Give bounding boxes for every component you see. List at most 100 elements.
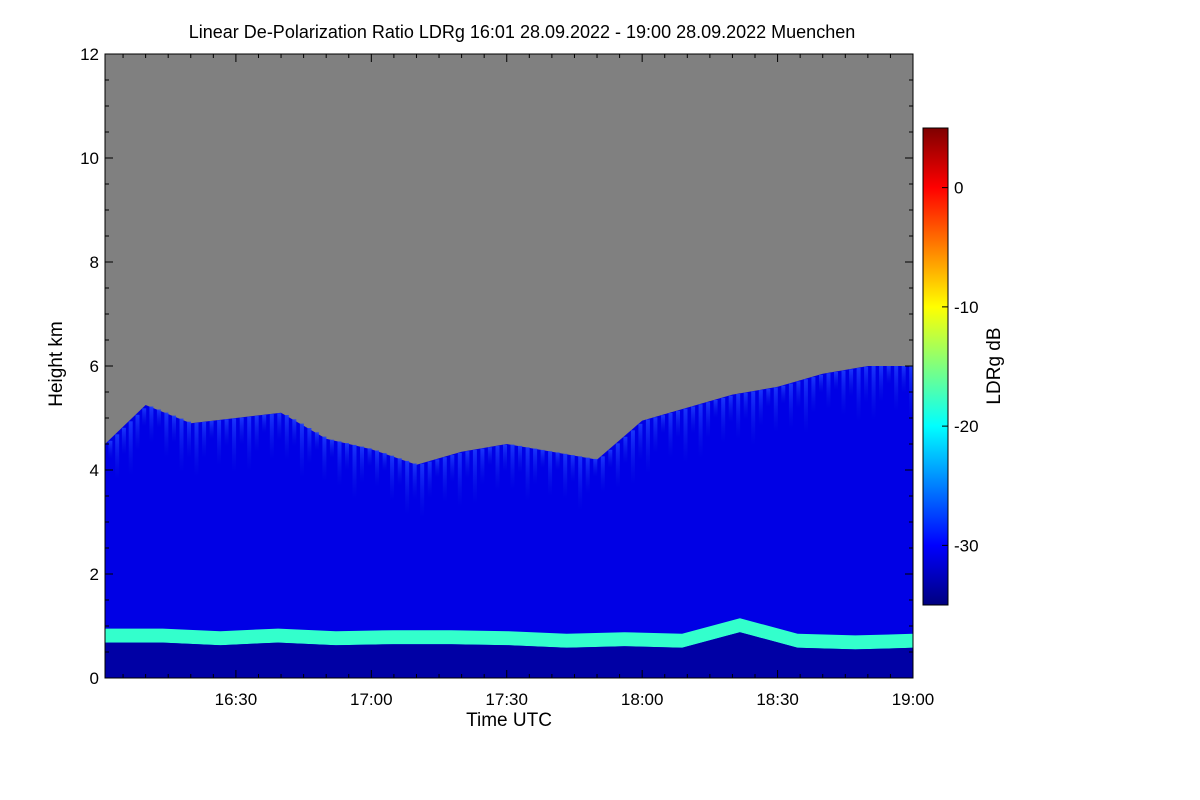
signal-streak bbox=[254, 415, 259, 452]
signal-streak bbox=[480, 448, 485, 485]
signal-streak bbox=[121, 427, 126, 455]
boundary-layer-band bbox=[105, 618, 913, 650]
y-tick-label: 0 bbox=[90, 669, 99, 688]
signal-streak bbox=[879, 366, 884, 402]
signal-streak bbox=[345, 443, 349, 471]
signal-streak bbox=[864, 366, 869, 403]
signal-streak bbox=[179, 418, 184, 473]
signal-streak bbox=[819, 374, 823, 393]
x-tick-label: 17:30 bbox=[485, 690, 528, 709]
x-tick-label: 18:30 bbox=[756, 690, 799, 709]
signal-streak bbox=[156, 409, 161, 428]
x-tick-label: 16:30 bbox=[215, 690, 258, 709]
signal-streak bbox=[269, 414, 274, 460]
signal-streak bbox=[593, 458, 598, 477]
signal-streak bbox=[284, 415, 289, 460]
signal-streak bbox=[503, 444, 507, 472]
signal-streak bbox=[142, 408, 147, 427]
plot-area bbox=[105, 54, 914, 678]
signal-streak bbox=[781, 385, 786, 404]
signal-streak bbox=[788, 383, 793, 429]
signal-streak bbox=[691, 406, 696, 434]
signal-region bbox=[105, 366, 913, 678]
signal-streak bbox=[472, 449, 477, 504]
signal-streak bbox=[337, 441, 342, 487]
signal-streak bbox=[247, 416, 252, 471]
signal-streak bbox=[578, 456, 583, 511]
signal-streak bbox=[412, 463, 417, 500]
signal-streak bbox=[465, 451, 470, 479]
signal-streak bbox=[766, 388, 771, 407]
signal-streak bbox=[495, 445, 500, 491]
signal-streak bbox=[382, 453, 387, 472]
signal-streak bbox=[239, 417, 244, 445]
signal-streak bbox=[886, 366, 891, 384]
signal-streak bbox=[533, 448, 538, 485]
signal-streak bbox=[834, 371, 838, 390]
signal-streak bbox=[329, 439, 334, 458]
axes: 16:30 17:00 17:30 18:00 18:30 19:00 0 2 4 6 8 10 12 bbox=[80, 45, 934, 709]
signal-streak bbox=[548, 451, 553, 497]
signal-streak bbox=[457, 452, 462, 507]
signal-streak bbox=[450, 455, 455, 483]
signal-streak bbox=[299, 423, 304, 478]
signal-streak bbox=[743, 392, 748, 420]
signal-streak bbox=[796, 381, 801, 409]
signal-streak bbox=[661, 415, 665, 434]
signal-streak bbox=[525, 447, 530, 502]
signal-streak bbox=[224, 419, 229, 447]
signal-streak bbox=[352, 444, 357, 499]
signal-streak bbox=[314, 432, 319, 451]
signal-streak bbox=[909, 366, 914, 420]
colorbar-title: LDRg dB bbox=[984, 327, 1005, 404]
colorbar-tick-label: -30 bbox=[954, 536, 979, 555]
y-tick-label: 4 bbox=[90, 461, 99, 480]
signal-streak bbox=[217, 420, 222, 466]
signal-streak bbox=[375, 450, 380, 487]
colorbar: 0 -10 -20 -30 bbox=[922, 127, 979, 606]
signal-streak bbox=[563, 453, 568, 499]
signal-texture bbox=[108, 366, 914, 518]
signal-streak bbox=[135, 414, 140, 451]
colorbar-tick-label: -10 bbox=[954, 298, 979, 317]
chart-title: Linear De-Polarization Ratio LDRg 16:01 … bbox=[189, 22, 855, 42]
signal-streak bbox=[811, 377, 816, 414]
y-tick-label: 10 bbox=[80, 149, 99, 168]
signal-streak bbox=[901, 366, 906, 393]
signal-streak bbox=[668, 413, 673, 458]
signal-streak bbox=[487, 447, 492, 466]
signal-streak bbox=[555, 452, 560, 471]
signal-streak bbox=[262, 415, 267, 433]
x-tick-label: 18:00 bbox=[621, 690, 664, 709]
signal-streak bbox=[803, 379, 808, 434]
signal-streak bbox=[630, 430, 635, 485]
signal-streak bbox=[108, 440, 113, 459]
signal-streak bbox=[706, 402, 711, 439]
signal-streak bbox=[442, 457, 447, 503]
signal-streak bbox=[713, 400, 718, 418]
signal-streak bbox=[427, 461, 432, 498]
signal-streak bbox=[518, 445, 522, 473]
surface-layer bbox=[105, 632, 913, 678]
signal-streak bbox=[638, 423, 643, 460]
signal-streak bbox=[773, 387, 778, 433]
signal-streak bbox=[698, 404, 703, 459]
signal-streak bbox=[209, 421, 214, 439]
signal-streak bbox=[397, 458, 402, 486]
signal-streak bbox=[164, 412, 169, 458]
signal-streak bbox=[187, 421, 191, 458]
y-tick-label: 6 bbox=[90, 357, 99, 376]
x-tick-label: 19:00 bbox=[892, 690, 935, 709]
signal-streak bbox=[826, 373, 831, 410]
signal-streak bbox=[721, 397, 726, 443]
signal-streak bbox=[172, 415, 176, 443]
signal-streak bbox=[894, 366, 899, 411]
signal-streak bbox=[653, 417, 658, 454]
signal-streak bbox=[608, 449, 613, 468]
signal-streak bbox=[856, 367, 861, 422]
y-tick-label: 12 bbox=[80, 45, 99, 64]
signal-streak bbox=[390, 455, 395, 501]
signal-streak bbox=[307, 428, 312, 464]
signal-streak bbox=[367, 448, 372, 467]
